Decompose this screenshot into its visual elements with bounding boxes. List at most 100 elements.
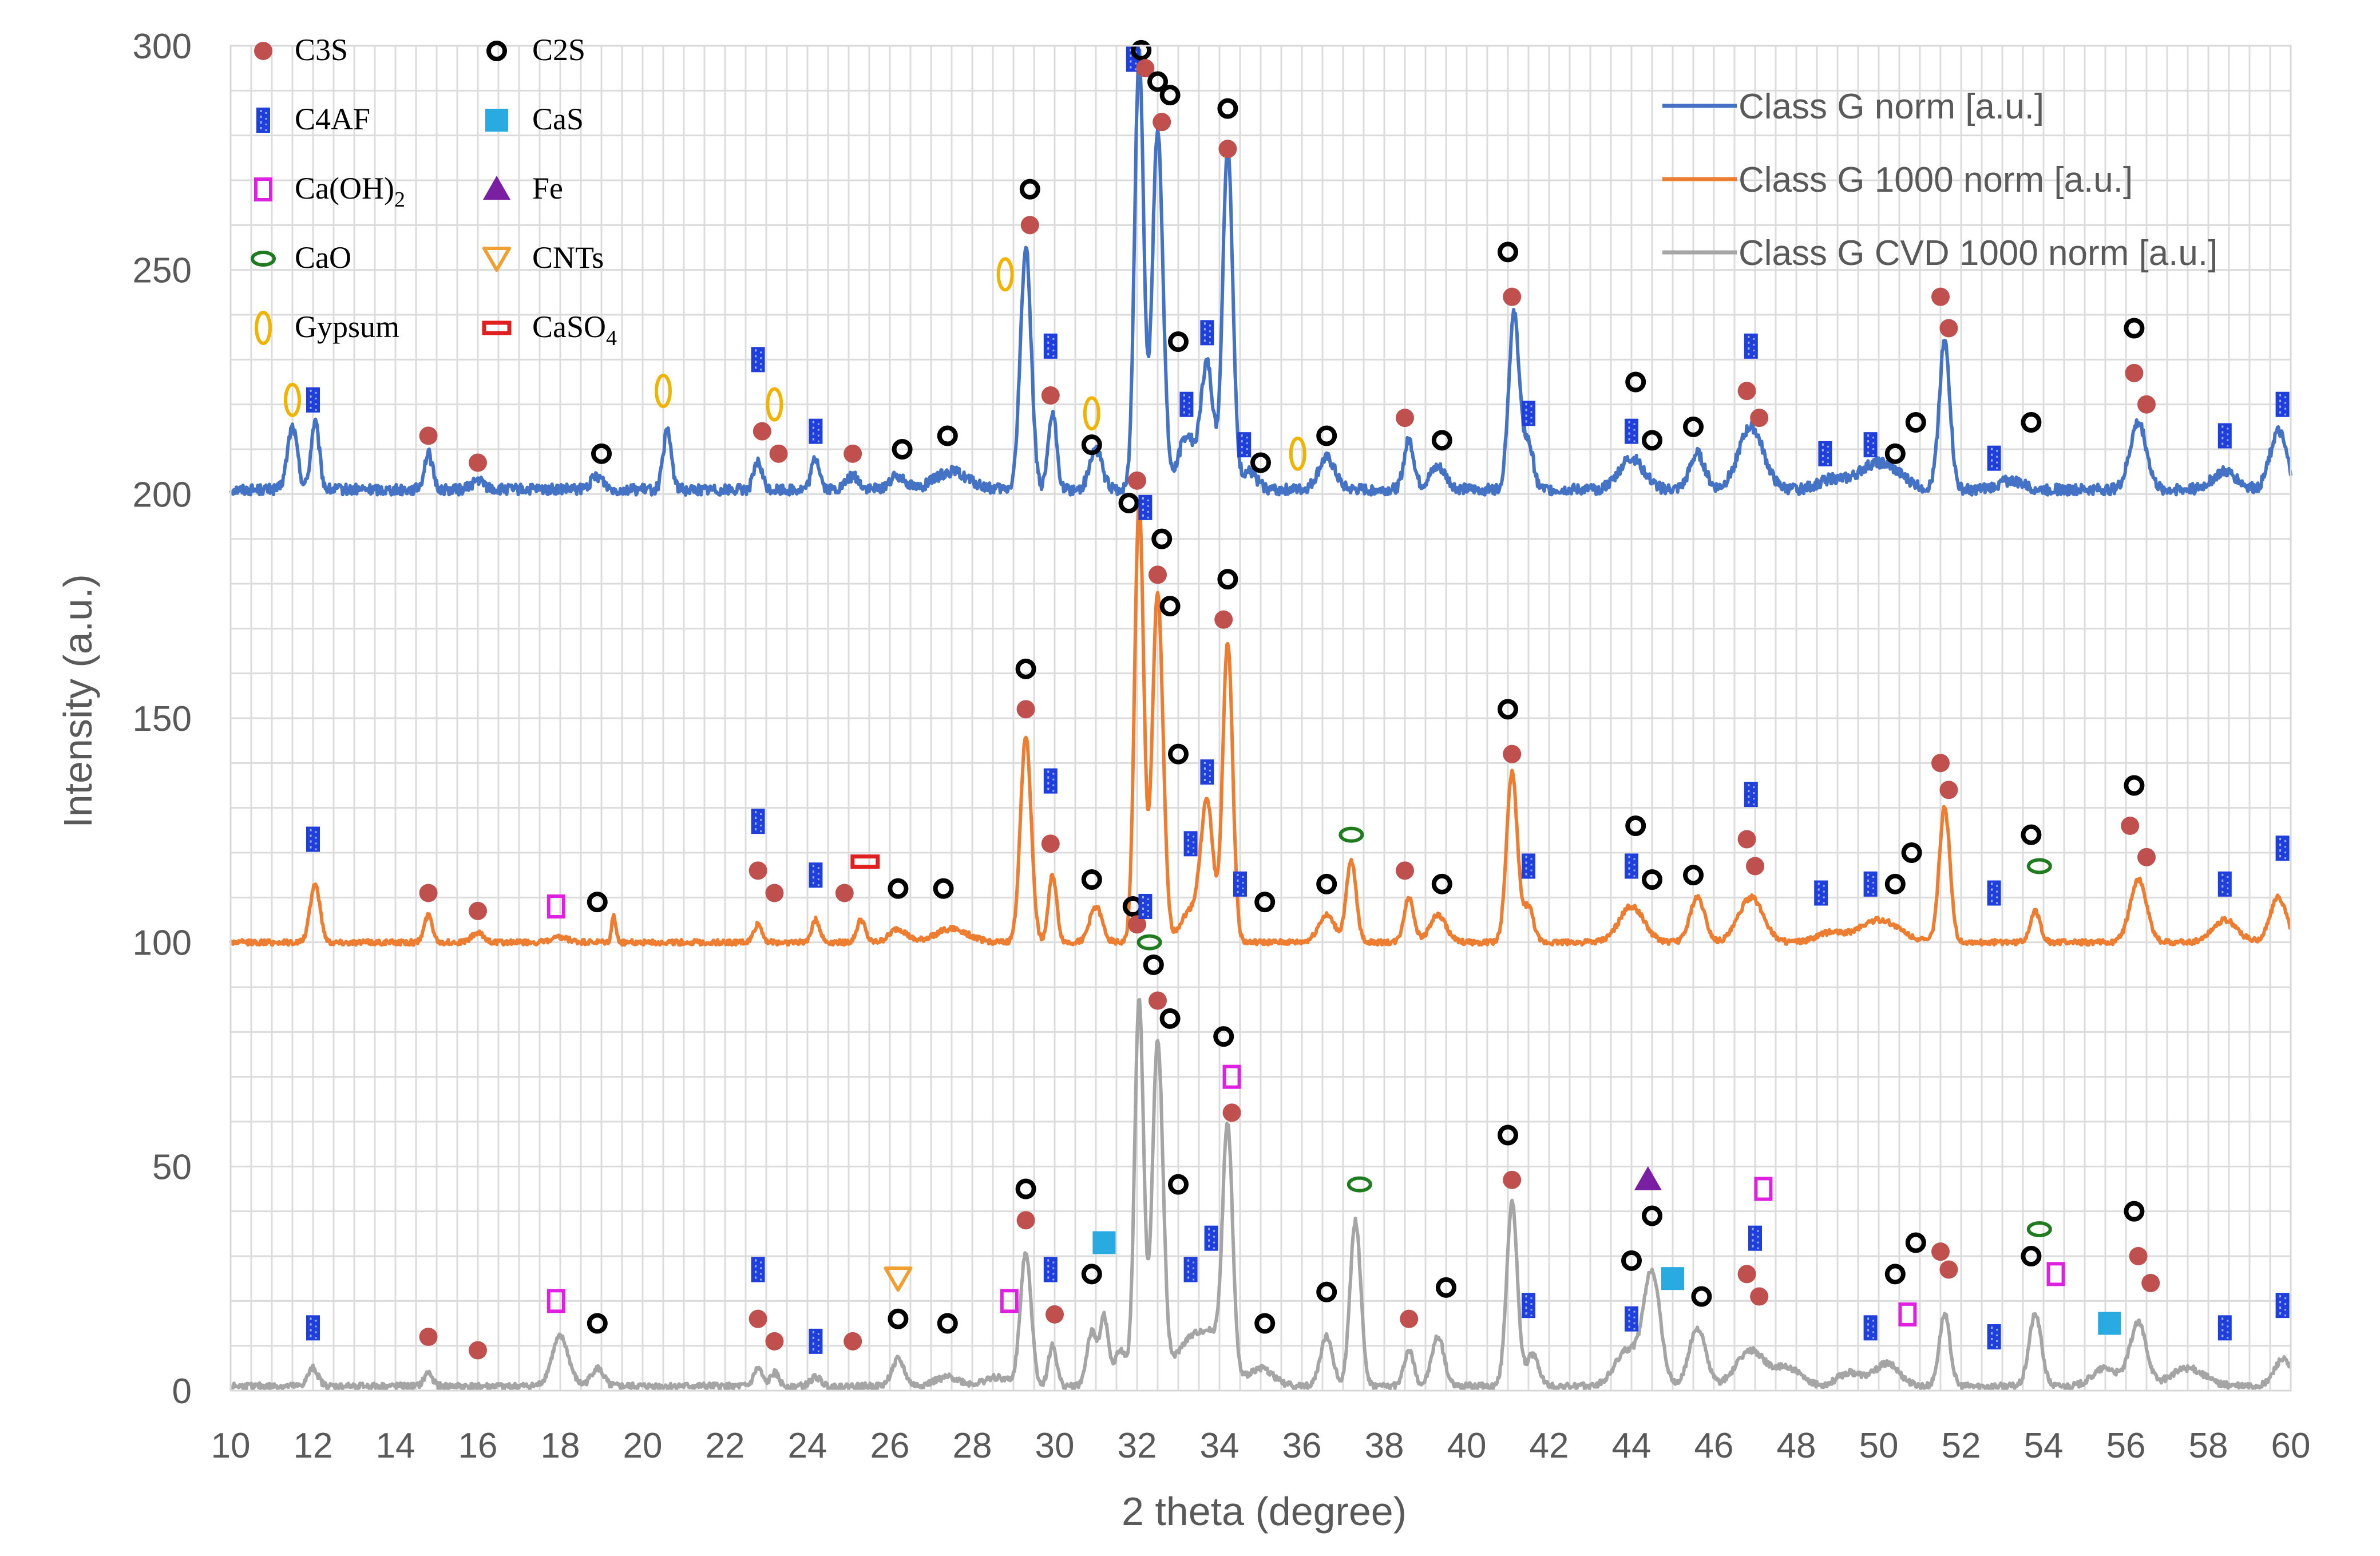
- marker-c2s: [1316, 425, 1337, 446]
- phase-legend-label: CaS: [532, 102, 584, 136]
- y-tick-label: 50: [152, 1147, 192, 1187]
- phase-legend-item: Ca(OH)2: [254, 171, 405, 212]
- marker-c4af: [1522, 401, 1535, 426]
- marker-c4af: [1200, 320, 1214, 346]
- marker-c3s: [1931, 287, 1950, 306]
- marker-c4af: [1138, 894, 1153, 919]
- marker-c3s: [2141, 1274, 2160, 1292]
- marker-c2s: [1118, 493, 1139, 513]
- marker-c2s: [1498, 1125, 1518, 1146]
- marker-c4af: [1204, 1225, 1218, 1251]
- phase-legend-label: Ca(OH)2: [295, 171, 405, 212]
- x-tick-label: 32: [1118, 1426, 1157, 1466]
- marker-c3s: [769, 444, 788, 463]
- marker-c2s: [1498, 241, 1518, 263]
- x-tick-label: 60: [2271, 1426, 2311, 1466]
- phase-legend-label: CNTs: [532, 240, 604, 275]
- marker-c4af: [751, 347, 765, 373]
- marker-c2s: [2021, 412, 2042, 433]
- marker-c4af: [1625, 418, 1638, 444]
- phase-legend-label: Fe: [532, 171, 563, 205]
- y-tick-label: 300: [133, 27, 192, 66]
- legend-item: Class G 1000 norm [a.u.]: [1662, 160, 2133, 200]
- marker-c2s: [1254, 1313, 1276, 1334]
- phase-legend-item: C3S: [254, 33, 348, 67]
- phase-legend-item: C4AF: [256, 102, 370, 136]
- marker-c4af: [1183, 1257, 1198, 1282]
- phase-legend-subscript: 4: [606, 326, 617, 350]
- marker-c2s: [1625, 371, 1646, 393]
- marker-c4af: [1818, 441, 1832, 466]
- x-tick-label: 24: [788, 1426, 827, 1466]
- marker-c2s: [2124, 1201, 2145, 1222]
- phase-legend-item: CaS: [485, 102, 584, 136]
- marker-c4af: [2217, 423, 2232, 449]
- marker-c3s: [1016, 700, 1035, 719]
- marker-c4af: [306, 826, 320, 852]
- marker-c3s: [1222, 1103, 1241, 1122]
- marker-c3s: [1750, 409, 1769, 427]
- phase-legend-label: Gypsum: [295, 310, 399, 344]
- marker-c3s: [1128, 471, 1146, 490]
- series-layer: [229, 48, 2292, 1391]
- marker-c4af: [1233, 871, 1247, 897]
- x-tick-label: 14: [376, 1426, 415, 1466]
- x-tick-label: 26: [870, 1426, 910, 1466]
- marker-caso4: [850, 854, 880, 869]
- marker-c4af: [1863, 432, 1878, 458]
- marker-c3s: [469, 1341, 487, 1360]
- marker-c2s: [1316, 1281, 1337, 1302]
- marker-caoh2: [547, 1289, 565, 1313]
- marker-c3s: [1746, 857, 1764, 876]
- marker-caoh2: [1898, 1302, 1917, 1327]
- marker-c3s: [749, 1309, 767, 1328]
- marker-c2s: [1431, 430, 1452, 451]
- marker-c4af: [1625, 1306, 1638, 1332]
- marker-c2s: [1884, 873, 1906, 894]
- marker-c3s: [1931, 754, 1950, 773]
- marker-c4af: [2217, 871, 2232, 897]
- marker-c2s: [1498, 699, 1518, 720]
- marker-c3s: [419, 1328, 438, 1346]
- x-tick-label: 22: [706, 1426, 745, 1466]
- marker-c4af: [1043, 768, 1058, 794]
- marker-c3s: [1737, 382, 1756, 401]
- marker-c4af: [1863, 871, 1878, 897]
- marker-c3s: [1939, 781, 1958, 799]
- axes: 10 12 14 16 18 20 22 24 26 28 30 32 34 36 38 40 42 44 46 48…: [133, 27, 2311, 1466]
- marker-c3s: [1503, 287, 1522, 306]
- marker-c2s: [1159, 1008, 1181, 1029]
- marker-c2s: [1081, 434, 1102, 456]
- marker-c2s: [1905, 412, 1926, 433]
- marker-fe: [1634, 1166, 1662, 1190]
- marker-c3s: [1737, 830, 1756, 849]
- marker-c3s: [1503, 1170, 1522, 1189]
- marker-c2s: [1213, 1026, 1234, 1047]
- marker-c2s: [587, 892, 608, 913]
- marker-c2s: [1159, 596, 1181, 617]
- marker-caoh2: [1000, 1289, 1019, 1313]
- marker-c4af: [1814, 880, 1828, 906]
- x-tick-label: 42: [1530, 1426, 1569, 1466]
- x-tick-label: 50: [1859, 1426, 1899, 1466]
- marker-caoh2: [1754, 1177, 1773, 1201]
- marker-c2s: [933, 878, 954, 899]
- marker-gypsum: [996, 257, 1014, 292]
- marker-c3s: [2137, 848, 2156, 866]
- x-tick-label: 18: [541, 1426, 580, 1466]
- series-line-2: [229, 500, 2292, 947]
- marker-c2s: [888, 1308, 909, 1329]
- marker-c4af: [1744, 333, 1758, 359]
- x-tick-label: 48: [1777, 1426, 1816, 1466]
- marker-caoh2: [2046, 1262, 2065, 1286]
- marker-c4af: [2217, 1315, 2232, 1341]
- marker-c2s: [1168, 743, 1189, 765]
- marker-c2s: [587, 1313, 608, 1334]
- y-tick-label: 250: [133, 251, 192, 291]
- marker-c4af: [1744, 782, 1758, 807]
- marker-c2s: [1254, 892, 1276, 913]
- x-tick-label: 36: [1282, 1426, 1322, 1466]
- marker-c4af: [2275, 836, 2290, 861]
- marker-cnts: [884, 1266, 913, 1292]
- marker-c2s: [937, 425, 958, 446]
